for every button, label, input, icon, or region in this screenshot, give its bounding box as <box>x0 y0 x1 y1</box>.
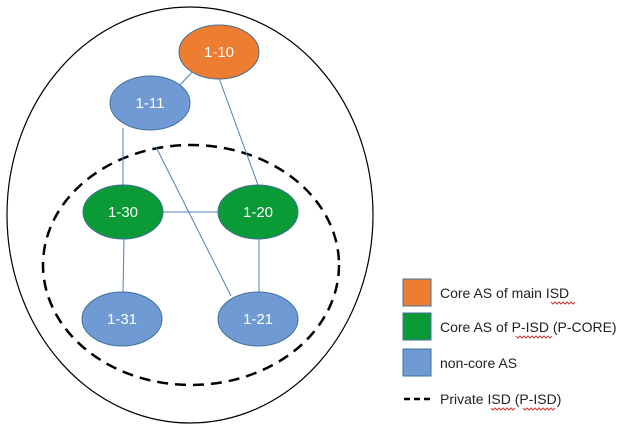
link-1-30-1-31 <box>122 237 125 294</box>
node-1-31-shape <box>81 291 163 347</box>
legend-item-core-main: Core AS of main ISD <box>402 278 576 307</box>
node-1-10-shape <box>178 24 260 80</box>
legend-item-noncore: non-core AS <box>402 348 517 377</box>
node-1-30[interactable]: 1-30 <box>82 184 164 240</box>
legend-item-core-pisd: Core AS of P-ISD (P-CORE) <box>402 312 617 341</box>
legend: Core AS of main ISD Core AS of P-ISD (P-… <box>402 278 617 411</box>
legend-label-core-pisd: Core AS of P-ISD (P-CORE) <box>440 319 617 335</box>
node-1-31[interactable]: 1-31 <box>81 291 163 347</box>
node-1-10-label: 1-10 <box>204 44 234 61</box>
node-1-20-shape <box>217 184 299 240</box>
link-1-10-1-20 <box>218 77 259 186</box>
node-1-10[interactable]: 1-10 <box>178 24 260 80</box>
legend-swatch-core-main <box>402 278 432 307</box>
node-1-11-shape <box>109 75 191 131</box>
node-1-31-label: 1-31 <box>107 311 137 328</box>
legend-label-noncore: non-core AS <box>440 355 517 371</box>
spellcheck-underline-pisd-2 <box>522 407 556 411</box>
node-1-21-label: 1-21 <box>243 311 273 328</box>
node-1-11-label: 1-11 <box>136 95 165 112</box>
node-1-30-label: 1-30 <box>108 204 138 221</box>
legend-swatch-noncore <box>402 348 432 377</box>
private-isd-boundary <box>41 143 341 387</box>
node-1-11[interactable]: 1-11 <box>109 75 191 131</box>
spellcheck-underline-isd-1 <box>550 301 576 305</box>
spellcheck-underline-isd-2 <box>490 407 516 411</box>
main-isd-boundary <box>6 6 374 424</box>
node-1-21-shape <box>217 291 299 347</box>
link-1-11-1-21 <box>155 146 232 297</box>
node-1-20[interactable]: 1-20 <box>217 184 299 240</box>
spellcheck-underline-pisd-1 <box>515 335 553 339</box>
legend-label-core-main: Core AS of main ISD <box>440 285 569 301</box>
node-1-20-label: 1-20 <box>243 204 273 221</box>
node-1-21[interactable]: 1-21 <box>217 291 299 347</box>
legend-label-private-isd: Private ISD (P-ISD) <box>440 391 561 407</box>
node-1-30-shape <box>82 184 164 240</box>
legend-item-private-isd: Private ISD (P-ISD) <box>404 391 561 411</box>
legend-swatch-core-pisd <box>402 312 432 341</box>
